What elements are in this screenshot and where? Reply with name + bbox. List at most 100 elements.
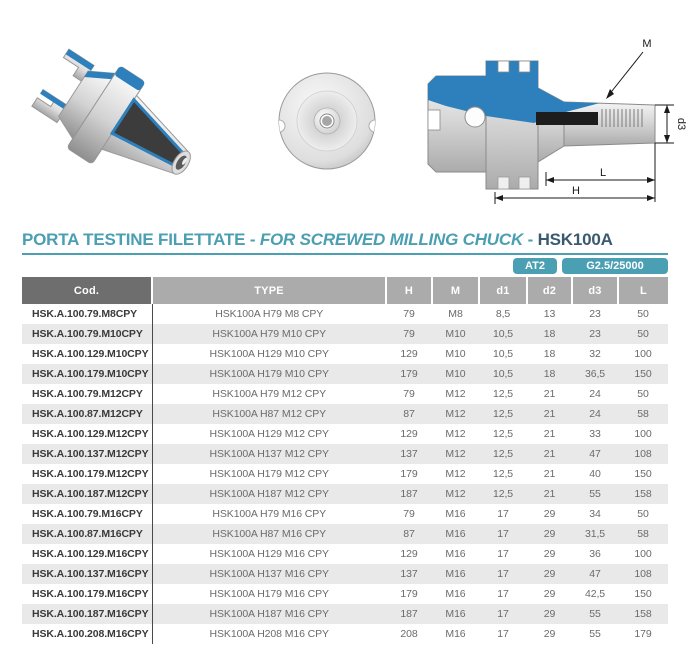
cell-d2: 29 — [543, 548, 556, 560]
spec-badges: AT2 G2.5/25000 — [22, 258, 668, 274]
cell-d1: 12,5 — [492, 428, 514, 440]
cell-type: HSK100A H137 M12 CPY — [209, 448, 330, 460]
cell-d3: 33 — [589, 428, 601, 440]
cell-d1: 12,5 — [492, 408, 514, 420]
cell-m: M10 — [445, 348, 466, 360]
cell-h: 129 — [400, 348, 418, 360]
cell-d2: 21 — [543, 488, 556, 500]
cell-cod: HSK.A.100.79.M8CPY — [22, 304, 153, 324]
cell-d2: 29 — [543, 628, 556, 640]
cell-d3: 34 — [589, 508, 601, 520]
cell-d3: 23 — [589, 328, 601, 340]
cell-h: 208 — [400, 628, 418, 640]
cell-d1: 17 — [497, 548, 509, 560]
cell-d2: 21 — [543, 468, 556, 480]
cell-d1: 17 — [497, 508, 509, 520]
title-english: FOR SCREWED MILLING CHUCK — [259, 230, 524, 249]
cell-m: M16 — [445, 628, 466, 640]
cell-d1: 17 — [497, 608, 509, 620]
product-images-row: M d3 L H — [0, 0, 686, 230]
cell-m: M16 — [445, 508, 466, 520]
table-row: HSK.A.100.87.M16CPY HSK100A H87 M16 CPY 87… — [22, 524, 668, 544]
cell-cod: HSK.A.100.129.M16CPY — [22, 544, 153, 564]
cell-cod: HSK.A.100.87.M16CPY — [22, 524, 153, 544]
title-model: HSK100A — [537, 230, 613, 249]
cell-cod: HSK.A.100.208.M16CPY — [22, 624, 153, 644]
cell-d2: 29 — [543, 588, 556, 600]
cell-type: HSK100A H79 M10 CPY — [212, 328, 327, 340]
cell-l: 50 — [637, 308, 649, 320]
cell-m: M12 — [445, 448, 466, 460]
cell-cod: HSK.A.100.179.M12CPY — [22, 464, 153, 484]
dim-label-h: H — [572, 185, 580, 197]
cell-d3: 23 — [589, 308, 601, 320]
cell-d3: 24 — [589, 408, 601, 420]
table-row: HSK.A.100.79.M16CPY HSK100A H79 M16 CPY 79… — [22, 504, 668, 524]
cell-type: HSK100A H179 M12 CPY — [209, 468, 330, 480]
cell-m: M12 — [445, 488, 466, 500]
cell-cod: HSK.A.100.87.M12CPY — [22, 404, 153, 424]
cell-m: M12 — [445, 408, 466, 420]
cell-l: 150 — [634, 368, 652, 380]
cell-l: 108 — [634, 448, 652, 460]
dim-label-d3: d3 — [675, 118, 686, 130]
cell-d3: 24 — [589, 388, 601, 400]
column-header-type: TYPE — [152, 277, 387, 304]
cell-d1: 10,5 — [492, 368, 514, 380]
cell-type: HSK100A H79 M8 CPY — [215, 308, 324, 320]
tolerance-badge: AT2 — [513, 258, 557, 274]
table-row: HSK.A.100.137.M16CPY HSK100A H137 M16 CPY… — [22, 564, 668, 584]
cell-d2: 21 — [543, 408, 556, 420]
cell-l: 50 — [637, 508, 649, 520]
cell-m: M10 — [445, 328, 466, 340]
cell-d1: 10,5 — [492, 348, 514, 360]
cell-d2: 29 — [543, 508, 556, 520]
products-table: Cod. TYPE H M d1 d2 d3 L HSK.A.100.79.M8… — [22, 277, 668, 644]
cell-l: 58 — [637, 528, 649, 540]
cell-h: 79 — [403, 508, 415, 520]
cell-d2: 18 — [543, 368, 556, 380]
cell-cod: HSK.A.100.129.M12CPY — [22, 424, 153, 444]
table-row: HSK.A.100.79.M8CPY HSK100A H79 M8 CPY 79 M8… — [22, 304, 668, 324]
cell-l: 179 — [634, 628, 652, 640]
cell-l: 158 — [634, 608, 652, 620]
cell-h: 79 — [403, 388, 415, 400]
cell-type: HSK100A H208 M16 CPY — [209, 628, 330, 640]
cell-type: HSK100A H187 M12 CPY — [209, 488, 330, 500]
cell-d3: 55 — [589, 608, 601, 620]
cell-d1: 12,5 — [492, 488, 514, 500]
cell-m: M16 — [445, 548, 466, 560]
cell-h: 187 — [400, 608, 418, 620]
cell-type: HSK100A H129 M12 CPY — [209, 428, 330, 440]
table-row: HSK.A.100.79.M10CPY HSK100A H79 M10 CPY 79… — [22, 324, 668, 344]
column-header-m: M — [432, 277, 480, 304]
cell-l: 100 — [634, 428, 652, 440]
cell-m: M16 — [445, 528, 466, 540]
cell-h: 87 — [403, 408, 415, 420]
cell-l: 100 — [634, 348, 652, 360]
table-row: HSK.A.100.137.M12CPY HSK100A H137 M12 CPY… — [22, 444, 668, 464]
cell-cod: HSK.A.100.179.M10CPY — [22, 364, 153, 384]
title-italian: PORTA TESTINE FILETTATE - — [22, 230, 260, 249]
cell-d1: 10,5 — [492, 328, 514, 340]
column-header-d3: d3 — [572, 277, 619, 304]
cell-l: 150 — [634, 588, 652, 600]
cell-d3: 42,5 — [584, 588, 606, 600]
cell-type: HSK100A H187 M16 CPY — [209, 608, 330, 620]
cell-h: 79 — [403, 328, 415, 340]
cell-l: 50 — [637, 388, 649, 400]
dim-label-m: M — [642, 38, 651, 50]
cell-d1: 12,5 — [492, 388, 514, 400]
toolholder-front-view-image — [278, 72, 376, 170]
cell-type: HSK100A H87 M12 CPY — [212, 408, 327, 420]
cell-h: 187 — [400, 488, 418, 500]
cell-h: 129 — [400, 428, 418, 440]
column-header-h: H — [386, 277, 433, 304]
cell-m: M8 — [448, 308, 463, 320]
cell-d3: 40 — [589, 468, 601, 480]
cell-d3: 47 — [589, 448, 601, 460]
cell-d2: 18 — [543, 348, 556, 360]
cell-m: M16 — [445, 608, 466, 620]
cell-m: M12 — [445, 468, 466, 480]
